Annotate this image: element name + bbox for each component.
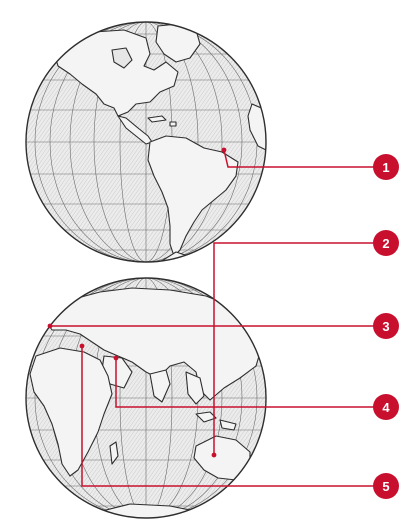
callout-number: 2: [382, 236, 389, 251]
callout-number: 4: [382, 400, 390, 415]
callout-badge-3: 3: [373, 313, 399, 339]
leader-line-4: [115, 358, 386, 408]
callout-number: 3: [382, 319, 389, 334]
callout-badge-5: 5: [373, 473, 399, 499]
western-landmass: [53, 23, 266, 262]
leader-line-5: [81, 346, 386, 487]
callout-badge-2: 2: [373, 230, 399, 256]
callout-number: 1: [382, 160, 389, 175]
leader-lines: [50, 149, 386, 487]
leader-line-1: [223, 149, 386, 168]
location-markers: [47, 147, 227, 458]
callout-badge-1: 1: [373, 154, 399, 180]
leader-line-2: [213, 242, 386, 455]
eastern-hemisphere-globe: [25, 277, 267, 519]
marker-1: [221, 147, 227, 153]
callout-number: 5: [382, 479, 389, 494]
marker-3: [47, 323, 53, 329]
marker-2: [211, 452, 217, 458]
marker-4: [113, 355, 119, 361]
western-hemisphere-globe: [25, 21, 267, 263]
eastern-landmass: [29, 287, 263, 518]
callout-badge-4: 4: [373, 394, 399, 420]
marker-5: [79, 343, 85, 349]
